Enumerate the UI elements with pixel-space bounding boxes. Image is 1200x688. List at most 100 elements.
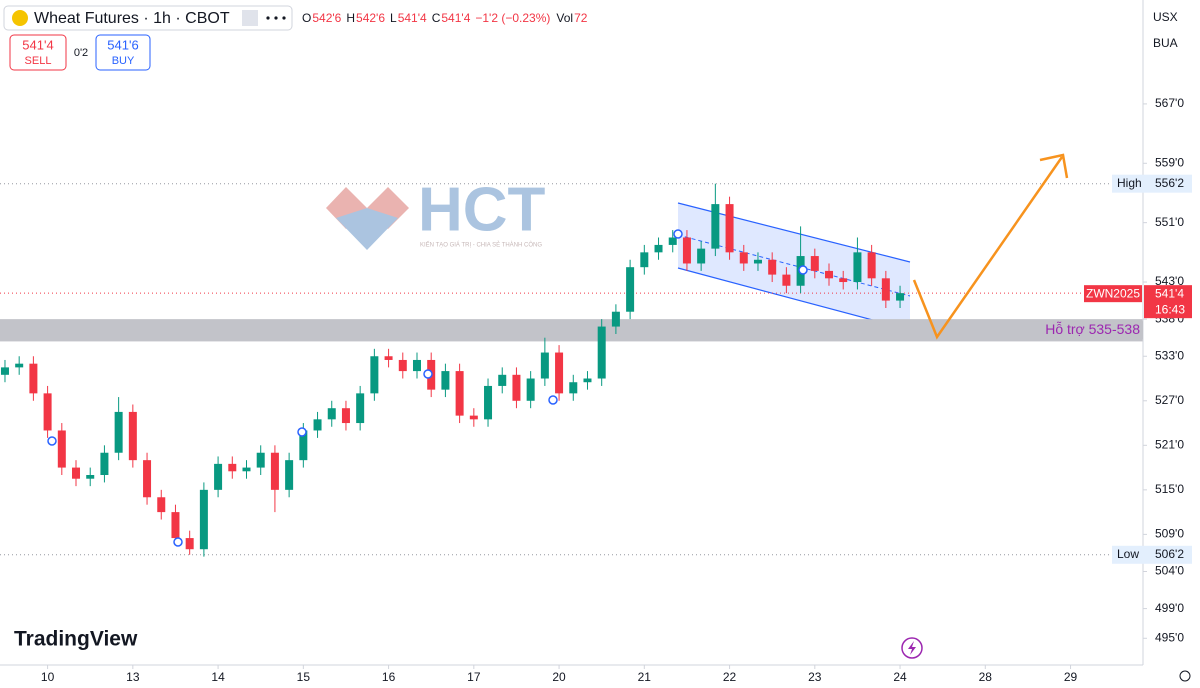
buy-button[interactable]: [95, 34, 151, 71]
marker-label-bg: [1112, 545, 1192, 564]
candle-body: [15, 363, 24, 368]
x-tick-label: 15: [297, 670, 311, 684]
candle-body: [768, 259, 777, 275]
candle-body: [157, 497, 166, 513]
unit[interactable]: BUA: [1153, 36, 1178, 50]
ohlc: O 542'6 H 542'6 L 541'4 C 541'4 −1'2 (−0.23%) Vol…: [302, 11, 588, 25]
candle-body: [697, 248, 706, 264]
vol-key: Vol: [556, 11, 573, 25]
ohlc-key: H: [346, 11, 355, 25]
logo-shape: [326, 187, 367, 229]
candle-body: [72, 467, 81, 479]
compare-button[interactable]: [242, 10, 258, 26]
channel-mid: [677, 234, 911, 297]
arrow-head: [1039, 153, 1069, 179]
event-marker: [173, 537, 183, 547]
buy-label: BUY: [112, 55, 135, 67]
event-marker: [548, 395, 558, 405]
candle-body: [128, 411, 137, 461]
arrow-path: [912, 156, 1064, 340]
candle-body: [43, 393, 52, 431]
candle-body: [29, 363, 38, 394]
marker-price: 556'2: [1155, 176, 1184, 190]
sell-label: SELL: [25, 55, 52, 67]
x-tick-label: 20: [552, 670, 566, 684]
x-tick-label: 23: [808, 670, 822, 684]
dots: [266, 16, 286, 20]
candle-body: [484, 385, 493, 420]
candle-body: [327, 408, 336, 420]
candle-body: [412, 359, 421, 372]
lightning-glyph: [908, 641, 916, 655]
settings-icon[interactable]: [1179, 670, 1191, 682]
y-tick-label: 515'0: [1155, 482, 1184, 496]
support-label: Hỗ trợ 535-538: [1045, 321, 1140, 337]
sell-price: 541'4: [22, 37, 53, 52]
candle-body: [455, 371, 464, 416]
ohlc-value: 542'6: [312, 11, 341, 25]
y-tick-label: 504'0: [1155, 564, 1184, 578]
candle-body: [469, 415, 478, 420]
candle-body: [270, 452, 279, 490]
candle-body: [825, 270, 834, 279]
event-markers: [47, 229, 808, 547]
spread: 0'2: [74, 47, 88, 59]
y-tick-label: 509'0: [1155, 527, 1184, 541]
support-label-bg: [1030, 321, 1143, 340]
y-tick-label: 533'0: [1155, 348, 1184, 362]
candle-body: [512, 374, 521, 401]
ohlc-key: L: [390, 11, 397, 25]
price-axis: [1143, 0, 1200, 688]
candle-body: [611, 311, 620, 327]
marker-price: 506'2: [1155, 547, 1184, 561]
symbol-box[interactable]: [3, 5, 293, 31]
candle-body: [540, 352, 549, 379]
vol-value: 72: [574, 11, 588, 25]
candle-body: [725, 204, 734, 253]
x-tick-label: 14: [211, 670, 225, 684]
time-axis: [0, 665, 1200, 688]
last-price-bg: [1144, 285, 1192, 319]
event-marker: [47, 436, 57, 446]
candle-body: [583, 378, 592, 383]
candle-body: [654, 244, 663, 253]
candle-body: [881, 278, 890, 301]
y-tick-label: 567'0: [1155, 96, 1184, 110]
candle-body: [711, 204, 720, 249]
x-tick-label: 24: [893, 670, 907, 684]
candle-body: [810, 256, 819, 271]
change: −1'2 (−0.23%): [475, 11, 550, 25]
event-marker: [423, 369, 433, 379]
candle-body: [441, 371, 450, 390]
candle-body: [185, 538, 194, 550]
y-tick-label: 543'0: [1155, 274, 1184, 288]
candle-body: [398, 359, 407, 372]
candle-body: [313, 419, 322, 431]
candle-body: [526, 378, 535, 401]
candle-body: [114, 411, 123, 453]
candle-body: [100, 452, 109, 475]
candle-body: [242, 467, 251, 472]
candle-body: [626, 267, 635, 312]
tradingview-logo[interactable]: TradingView: [14, 628, 138, 651]
y-tick-label: 559'0: [1155, 155, 1184, 169]
candle-body: [853, 252, 862, 283]
event-marker: [798, 265, 808, 275]
currency[interactable]: USX: [1153, 10, 1178, 24]
x-tick-label: 22: [723, 670, 737, 684]
y-tick-label: 527'0: [1155, 393, 1184, 407]
marker-label: Low: [1117, 547, 1139, 561]
candle-body: [839, 278, 848, 283]
marker-label-bg: [1112, 174, 1192, 193]
candle-body: [370, 356, 379, 394]
watermark-name: HCT: [418, 175, 546, 244]
candle-body: [569, 382, 578, 394]
candle-body: [285, 460, 294, 490]
x-tick-label: 10: [41, 670, 55, 684]
sell-button[interactable]: [9, 34, 67, 71]
candle-body: [299, 430, 308, 461]
symbol-label: ZWN2025: [1086, 286, 1140, 300]
candle-body: [498, 374, 507, 386]
